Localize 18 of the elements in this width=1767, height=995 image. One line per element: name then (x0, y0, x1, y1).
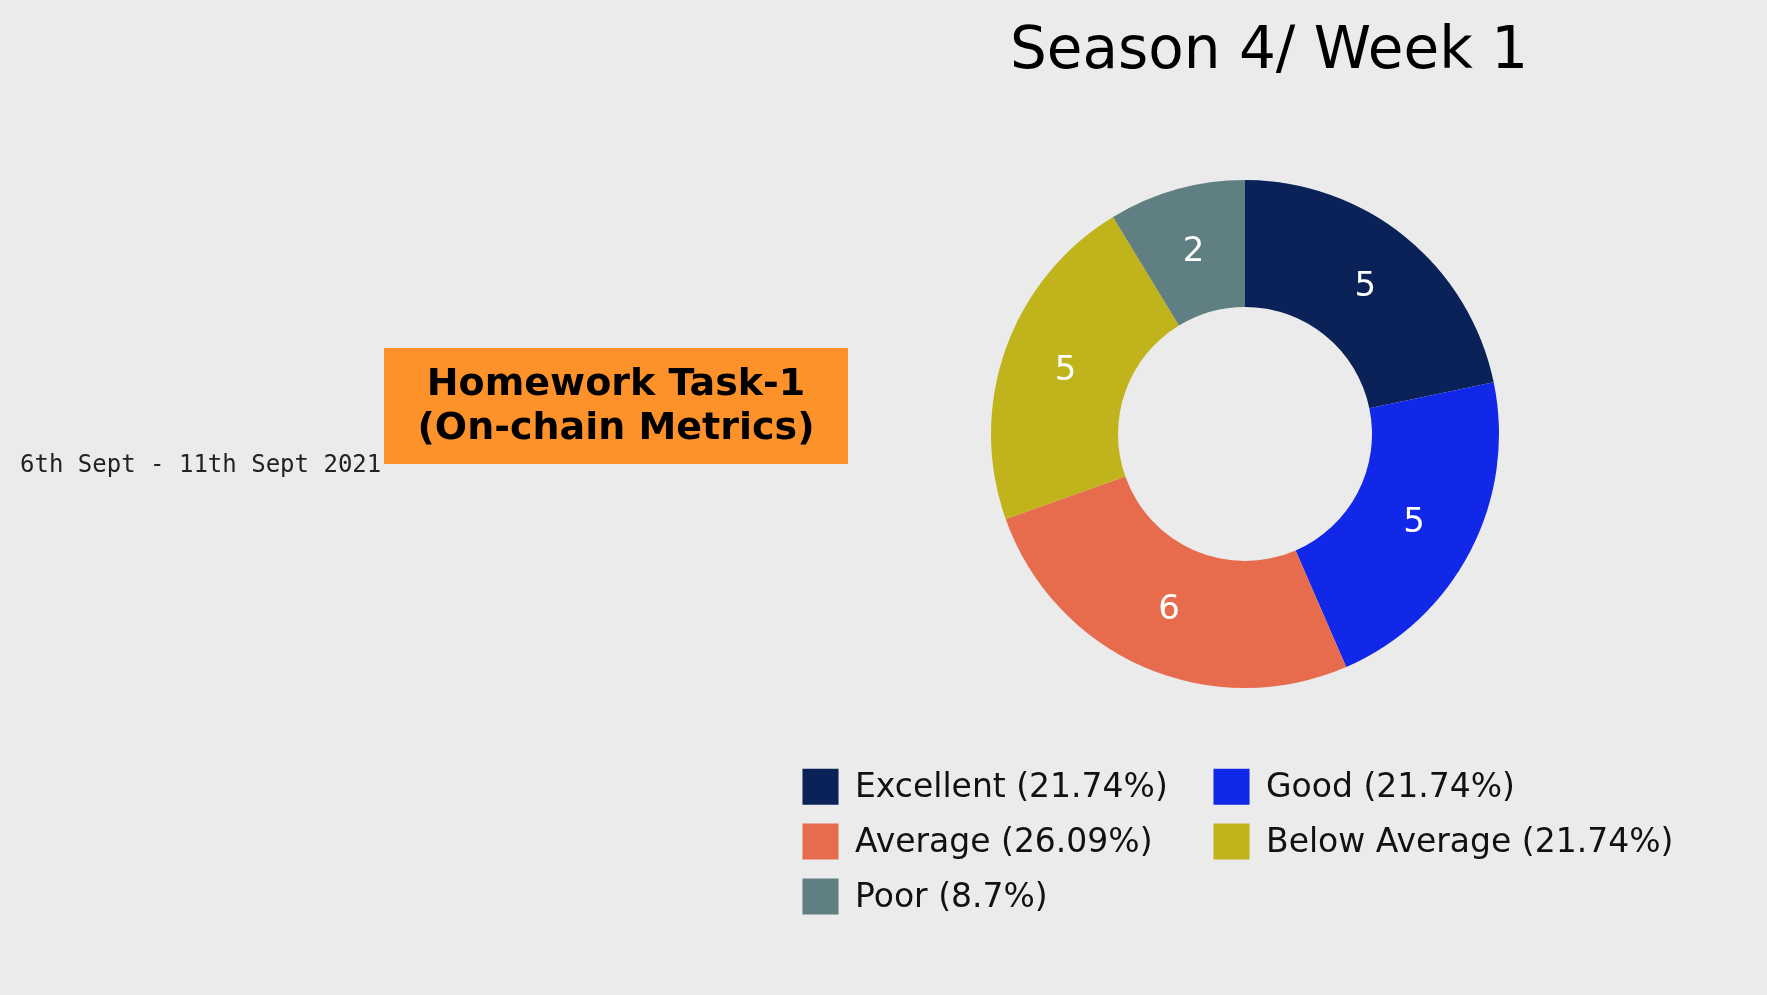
data-label: 2 (1182, 228, 1205, 269)
data-label: 5 (1354, 264, 1377, 305)
data-label: 5 (1054, 348, 1077, 389)
donut-slice (1245, 180, 1494, 409)
legend-label: Good (21.74%) (1266, 765, 1515, 805)
legend-label: Excellent (21.74%) (855, 765, 1168, 805)
donut-slice (1295, 382, 1499, 667)
text: 6th Sept - 11th Sept 2021 (20, 450, 382, 478)
chart-title: Season 4/ Week 1 (1010, 14, 1529, 82)
data-label: 5 (1403, 499, 1425, 540)
donut-slice (1005, 476, 1347, 688)
legend-label: Average (26.09%) (855, 820, 1153, 860)
text: Homework Task-1 (On-chain Metrics) (417, 360, 815, 448)
data-label: 6 (1158, 586, 1180, 627)
legend-label: Below Average (21.74%) (1266, 820, 1674, 860)
legend-label: Poor (8.7%) (855, 875, 1048, 915)
donut-slice (1113, 180, 1245, 326)
donut-slice (991, 216, 1180, 520)
